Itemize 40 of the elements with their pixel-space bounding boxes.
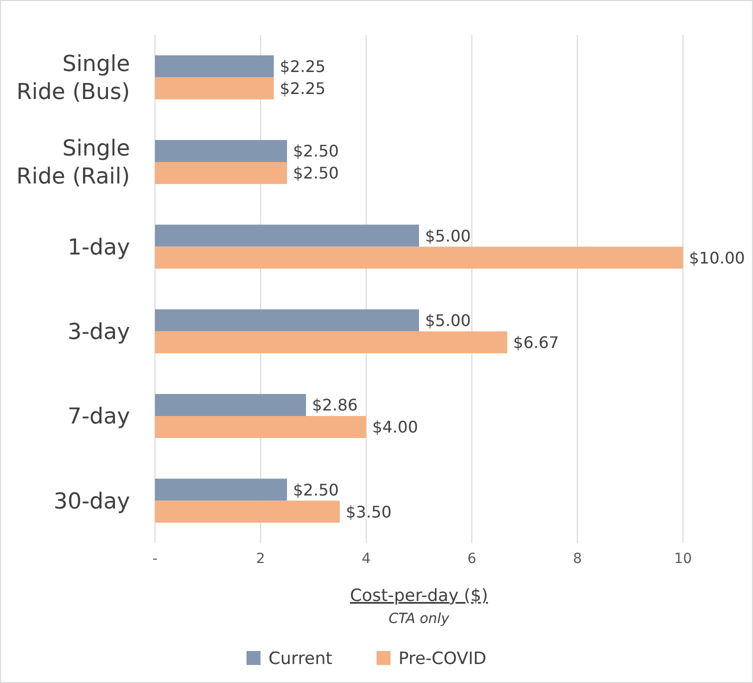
data-label: $2.50 xyxy=(293,142,339,161)
y-tick-label: 30-day xyxy=(54,489,130,514)
bar xyxy=(155,246,683,269)
x-tick-label: 10 xyxy=(674,551,692,567)
data-label: $5.00 xyxy=(425,226,471,246)
data-label: $2.50 xyxy=(293,164,339,183)
data-label: $2.25 xyxy=(280,78,326,98)
bar xyxy=(155,55,274,78)
bar xyxy=(155,478,287,501)
data-label: $2.86 xyxy=(312,396,358,415)
x-tick-label: - xyxy=(152,551,158,567)
legend-label: Pre-COVID xyxy=(398,648,486,669)
bar xyxy=(155,416,366,438)
bar xyxy=(155,331,508,354)
data-label: $10.00 xyxy=(689,248,745,268)
data-label: $2.25 xyxy=(280,56,326,76)
y-tick-label: Single Ride (Bus) xyxy=(16,52,130,106)
bar xyxy=(155,309,419,332)
legend-label: Current xyxy=(268,648,333,669)
y-tick-label: 7-day xyxy=(68,404,130,430)
bar xyxy=(155,162,287,184)
bar xyxy=(155,394,306,416)
y-tick-label: 1-day xyxy=(68,235,130,260)
bar xyxy=(155,140,287,162)
x-tick-label: 2 xyxy=(256,551,266,567)
bar xyxy=(155,500,340,523)
y-tick-label: 3-day xyxy=(68,320,130,346)
x-axis-title: Cost-per-day ($) xyxy=(350,586,488,606)
x-tick-label: 4 xyxy=(362,551,371,567)
data-label: $2.50 xyxy=(293,480,339,500)
x-tick-label: 6 xyxy=(467,551,476,567)
y-tick-label: Single Ride (Rail) xyxy=(16,136,130,190)
bar xyxy=(155,77,274,100)
bar xyxy=(155,224,419,247)
data-label: $3.50 xyxy=(346,502,392,522)
text: CTA only xyxy=(388,611,450,627)
data-label: $6.67 xyxy=(513,332,559,352)
data-label: $5.00 xyxy=(425,310,471,330)
x-tick-label: 8 xyxy=(572,551,582,567)
data-label: $4.00 xyxy=(372,418,418,437)
